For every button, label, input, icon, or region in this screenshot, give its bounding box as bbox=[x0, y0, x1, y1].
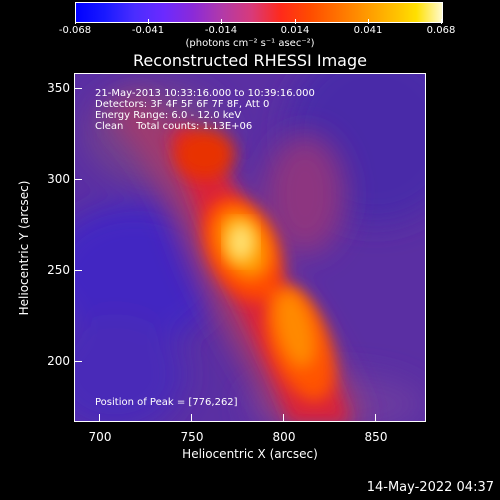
plot-timestamp: 14-May-2022 04:37 bbox=[366, 480, 494, 495]
y-tick-mark bbox=[74, 270, 82, 271]
x-tick-mark bbox=[99, 414, 100, 422]
info-detectors: Detectors: 3F 4F 5F 6F 7F 8F, Att 0 bbox=[95, 99, 270, 110]
rhessi-image bbox=[75, 74, 425, 421]
info-peak-position: Position of Peak = [776,262] bbox=[95, 397, 238, 408]
rhessi-image-plot: 21-May-2013 10:33:16.000 to 10:39:16.000… bbox=[74, 73, 426, 422]
colorbar-label: 0.068 bbox=[426, 25, 456, 36]
x-tick-mark bbox=[375, 414, 376, 422]
colorbar-tick bbox=[441, 19, 442, 24]
y-tick-label: 300 bbox=[47, 172, 70, 186]
colorbar-tick bbox=[295, 19, 296, 24]
colorbar-tick bbox=[368, 19, 369, 24]
x-tick-label: 800 bbox=[272, 430, 296, 444]
x-tick-mark bbox=[283, 414, 284, 422]
colorbar-label: 0.041 bbox=[353, 25, 383, 36]
colorbar-tick bbox=[148, 19, 149, 24]
colorbar bbox=[75, 2, 443, 23]
y-tick-mark bbox=[74, 179, 82, 180]
y-tick-label: 200 bbox=[47, 354, 70, 368]
y-tick-label: 350 bbox=[47, 81, 70, 95]
info-clean-counts: Clean Total counts: 1.13E+06 bbox=[95, 121, 253, 132]
x-tick-label: 700 bbox=[88, 430, 112, 444]
colorbar-label: -0.041 bbox=[131, 25, 165, 36]
colorbar-tick bbox=[221, 19, 222, 24]
image-title: Reconstructed RHESSI Image bbox=[133, 51, 367, 70]
colorbar-label: -0.068 bbox=[58, 25, 92, 36]
colorbar-label: -0.014 bbox=[204, 25, 238, 36]
colorbar-tick bbox=[75, 19, 76, 24]
x-tick-mark bbox=[191, 414, 192, 422]
info-energy-range: Energy Range: 6.0 - 12.0 keV bbox=[95, 110, 242, 121]
x-axis-label: Heliocentric X (arcsec) bbox=[182, 447, 318, 461]
y-axis-label: Heliocentric Y (arcsec) bbox=[17, 180, 31, 316]
x-tick-label: 750 bbox=[180, 430, 204, 444]
y-tick-mark bbox=[74, 361, 82, 362]
y-tick-mark bbox=[74, 88, 82, 89]
colorbar-units: (photons cm⁻² s⁻¹ asec⁻²) bbox=[185, 38, 315, 49]
info-time-range: 21-May-2013 10:33:16.000 to 10:39:16.000 bbox=[95, 88, 315, 99]
y-tick-label: 250 bbox=[47, 263, 70, 277]
x-tick-label: 850 bbox=[364, 430, 388, 444]
colorbar-label: 0.014 bbox=[280, 25, 310, 36]
